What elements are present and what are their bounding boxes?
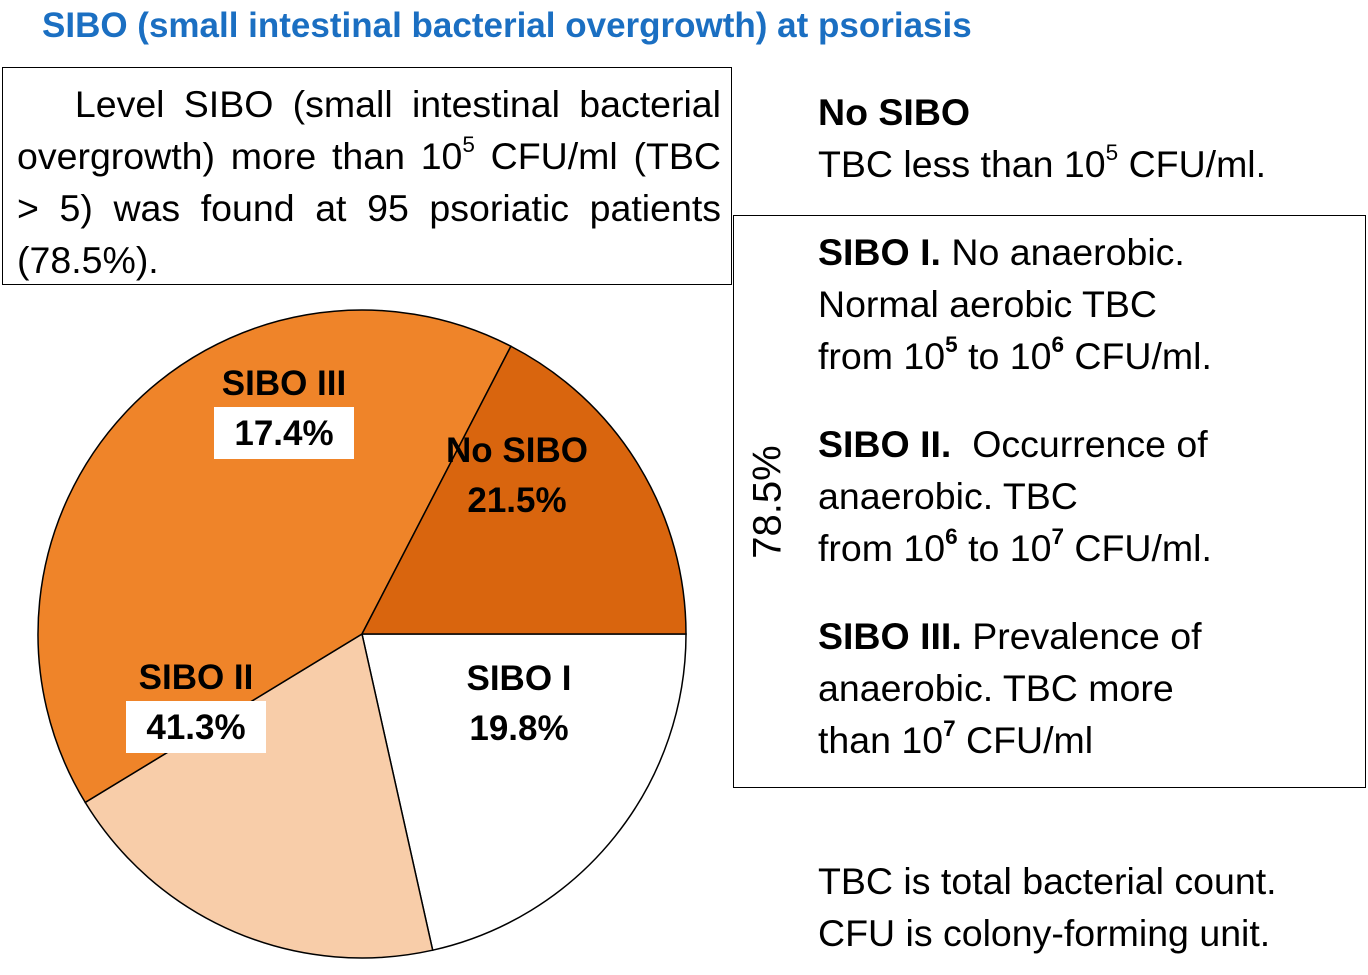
pie-label-value-sibo-i: 19.8% <box>469 709 568 748</box>
pie-label-category-sibo-ii: SIBO II <box>139 658 254 697</box>
pie-label-value-sibo-iii: 17.4% <box>234 414 333 453</box>
sibo2-sup2: 7 <box>1051 524 1064 550</box>
footnote-line2: CFU is colony-forming unit. <box>818 912 1271 954</box>
sibo1-sup1: 5 <box>945 332 958 358</box>
footnote: TBC is total bacterial count. CFU is col… <box>818 855 1277 959</box>
pie-chart: No SIBO 21.5% SIBO I 19.8% SIBO II 41.3% SIBO … <box>37 309 687 959</box>
sibo1-text3a: from 10 <box>818 335 946 377</box>
summary-part1: Level SIBO (small intestinal bacterial o… <box>17 83 721 177</box>
sibo2-definition: SIBO II. Occurrence of anaerobic. TBC fr… <box>818 418 1212 574</box>
no-sibo-text-a: TBC less than 10 <box>818 143 1106 185</box>
sibo2-sup1: 6 <box>945 524 958 550</box>
pie-chart-container: No SIBO 21.5% SIBO I 19.8% SIBO II 41.3% SIBO … <box>0 290 730 975</box>
summary-sup: 5 <box>462 132 475 158</box>
sibo-group-percentage: 78.5% <box>745 445 790 559</box>
sibo3-text3a: than 10 <box>818 719 944 761</box>
sibo2-text3a: from 10 <box>818 527 946 569</box>
sibo1-text3c: CFU/ml. <box>1064 335 1212 377</box>
pie-slice-sibo-ii <box>37 309 512 804</box>
page-title: SIBO (small intestinal bacterial overgro… <box>42 6 972 45</box>
sibo2-text1: Occurrence of <box>951 423 1208 465</box>
sibo2-text3c: CFU/ml. <box>1064 527 1212 569</box>
sibo3-text3b: CFU/ml <box>955 719 1094 761</box>
sibo1-text3b: to 10 <box>957 335 1052 377</box>
no-sibo-heading: No SIBO <box>818 91 971 133</box>
pie-label-category-sibo-iii: SIBO III <box>222 364 346 403</box>
pie-slice-no-sibo <box>361 633 687 952</box>
sibo2-heading: SIBO II. <box>818 423 952 465</box>
no-sibo-sup: 5 <box>1105 140 1119 166</box>
pie-label-value-sibo-ii: 41.3% <box>146 708 245 747</box>
footnote-line1: TBC is total bacterial count. <box>818 860 1277 902</box>
pie-slice-sibo-i <box>84 632 434 959</box>
sibo3-text1: Prevalence of <box>961 615 1202 657</box>
sibo1-text1: No anaerobic. <box>940 231 1185 273</box>
sibo1-text2: Normal aerobic TBC <box>818 283 1158 325</box>
sibo1-heading: SIBO I. <box>818 231 941 273</box>
pie-label-category-sibo-i: SIBO I <box>466 659 571 698</box>
sibo1-definition: SIBO I. No anaerobic. Normal aerobic TBC… <box>818 226 1212 382</box>
sibo2-text3b: to 10 <box>957 527 1052 569</box>
sibo3-heading: SIBO III. <box>818 615 962 657</box>
sibo-definitions-box <box>733 215 1366 788</box>
no-sibo-text-b: CFU/ml. <box>1118 143 1267 185</box>
pie-label-category-no-sibo: No SIBO <box>446 431 588 470</box>
sibo1-sup2: 6 <box>1051 332 1064 358</box>
pie-label-box-sibo-i <box>449 702 589 754</box>
summary-part2: CFU/ml (TBC > 5) was found at 95 psoriat… <box>17 135 721 281</box>
sibo2-text2: anaerobic. TBC <box>818 475 1078 517</box>
no-sibo-definition: No SIBO TBC less than 105 CFU/ml. <box>818 86 1266 190</box>
pie-label-box-sibo-ii <box>126 701 266 753</box>
pie-label-box-sibo-iii <box>214 407 354 459</box>
summary-box: Level SIBO (small intestinal bacterial o… <box>2 67 732 285</box>
summary-text: Level SIBO (small intestinal bacterial o… <box>17 78 721 286</box>
pie-label-value-no-sibo: 21.5% <box>467 481 566 520</box>
sibo3-sup1: 7 <box>943 716 956 742</box>
pie-slice-sibo-iii <box>360 345 687 635</box>
sibo3-definition: SIBO III. Prevalence of anaerobic. TBC m… <box>818 610 1202 766</box>
sibo3-text2: anaerobic. TBC more <box>818 667 1174 709</box>
